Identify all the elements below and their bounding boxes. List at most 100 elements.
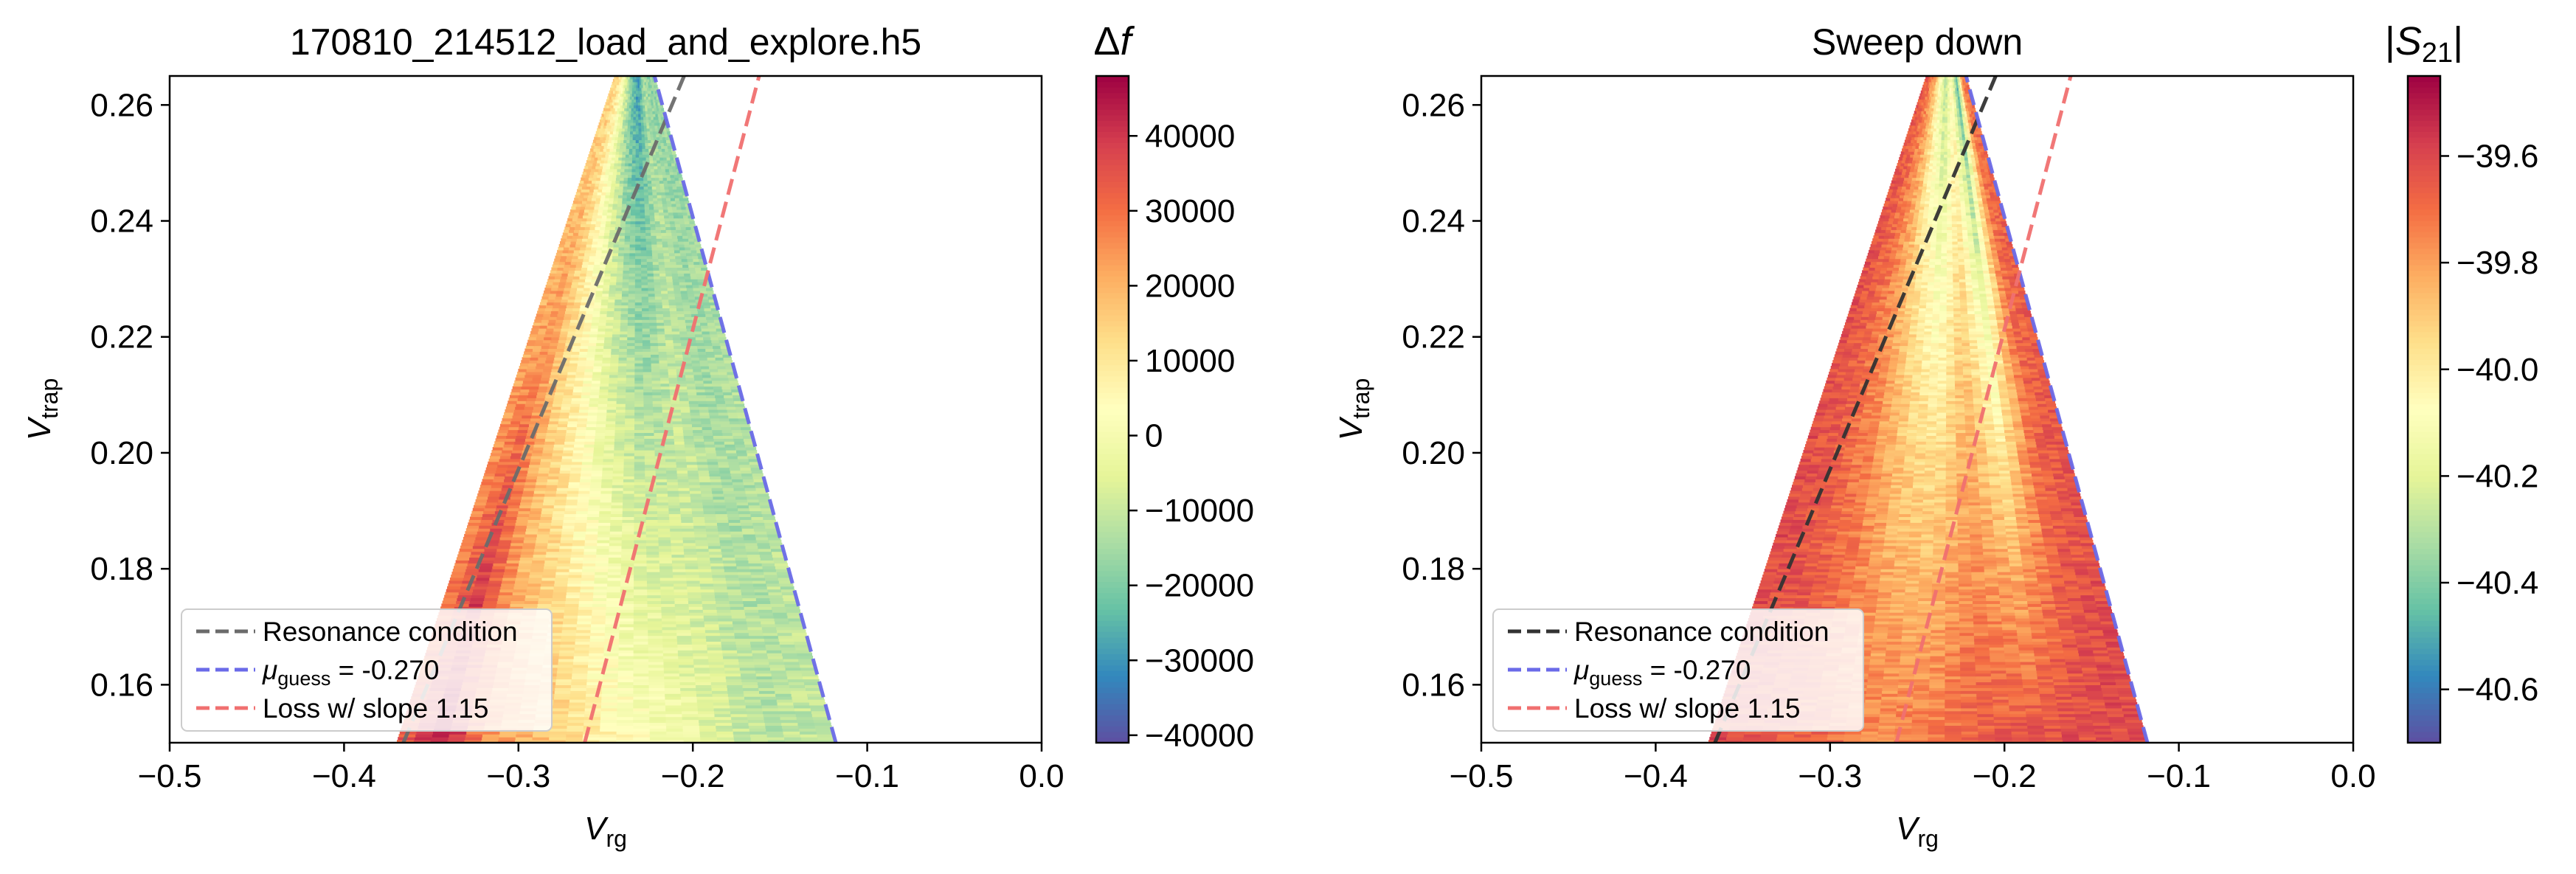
heatmap-cell xyxy=(644,198,649,201)
heatmap-cell xyxy=(591,383,600,387)
heatmap-cell xyxy=(585,316,593,320)
heatmap-cell xyxy=(672,279,679,282)
heatmap-cell xyxy=(769,594,783,599)
heatmap-cell xyxy=(561,327,569,332)
heatmap-cell xyxy=(682,528,695,532)
heatmap-cell xyxy=(610,276,617,280)
heatmap-cell xyxy=(649,704,666,709)
heatmap-cell xyxy=(764,719,781,724)
heatmap-cell xyxy=(587,667,603,671)
heatmap-cell xyxy=(595,221,602,225)
heatmap-cell xyxy=(649,713,666,718)
heatmap-cell xyxy=(530,507,543,512)
heatmap-cell xyxy=(654,296,662,300)
heatmap-cell xyxy=(623,267,630,271)
heatmap-cell xyxy=(620,311,629,314)
heatmap-cell xyxy=(590,632,606,637)
heatmap-cell xyxy=(562,354,572,358)
heatmap-cell xyxy=(499,731,517,735)
heatmap-cell xyxy=(554,258,561,263)
heatmap-cell xyxy=(586,354,595,358)
heatmap-cell xyxy=(664,687,681,691)
heatmap-cell xyxy=(675,226,682,230)
heatmap-cell xyxy=(568,710,585,715)
heatmap-cell xyxy=(646,580,661,584)
heatmap-cell xyxy=(513,412,524,416)
heatmap-cell xyxy=(575,371,585,375)
heatmap-cell xyxy=(480,485,492,488)
heatmap-cell xyxy=(678,319,686,323)
heatmap-cell xyxy=(719,536,733,541)
heatmap-cell xyxy=(648,696,665,700)
heatmap-cell xyxy=(483,551,497,555)
heatmap-cell xyxy=(466,731,484,735)
heatmap-cell xyxy=(672,186,677,190)
heatmap-cell xyxy=(555,432,567,436)
heatmap-cell xyxy=(539,354,547,358)
heatmap-cell xyxy=(708,545,721,549)
heatmap-cell xyxy=(709,368,719,372)
heatmap-cell xyxy=(633,597,648,602)
heatmap-cell xyxy=(663,316,671,320)
heatmap-cell xyxy=(645,235,652,239)
heatmap-cell xyxy=(549,531,562,535)
heatmap-cell xyxy=(564,313,572,317)
heatmap-cell xyxy=(634,409,645,413)
heatmap-cell xyxy=(654,438,665,442)
heatmap-cell xyxy=(634,426,645,431)
heatmap-cell xyxy=(570,354,580,358)
heatmap-cell xyxy=(550,725,568,729)
heatmap-cell xyxy=(659,357,668,361)
heatmap-cell xyxy=(727,409,737,413)
heatmap-cell xyxy=(647,273,654,277)
heatmap-cell xyxy=(463,577,477,581)
heatmap-cell xyxy=(523,409,533,413)
heatmap-cell xyxy=(694,444,705,448)
heatmap-cell xyxy=(613,243,620,248)
heatmap-cell xyxy=(634,557,647,561)
heatmap-cell xyxy=(547,476,559,479)
heatmap-cell xyxy=(561,360,570,364)
heatmap-cell xyxy=(527,426,539,431)
heatmap-cell xyxy=(573,339,582,344)
heatmap-cell xyxy=(704,519,717,523)
heatmap-cell xyxy=(552,594,567,599)
heatmap-cell xyxy=(597,536,610,541)
heatmap-cell xyxy=(472,507,485,512)
heatmap-cell xyxy=(570,467,582,471)
heatmap-cell xyxy=(703,339,712,344)
heatmap-cell xyxy=(633,594,648,599)
heatmap-cell xyxy=(537,333,545,338)
heatmap-cell xyxy=(560,258,567,263)
heatmap-cell xyxy=(686,284,693,288)
heatmap-cell xyxy=(666,476,678,479)
heatmap-cell xyxy=(572,308,581,311)
heatmap-cell xyxy=(533,348,541,352)
heatmap-cell xyxy=(617,366,627,370)
heatmap-cell xyxy=(553,327,562,332)
heatmap-cell xyxy=(558,551,572,555)
heatmap-cell xyxy=(548,623,564,628)
heatmap-cell xyxy=(693,528,707,532)
heatmap-cell xyxy=(635,218,641,222)
heatmap-cell xyxy=(799,728,817,732)
heatmap-cell xyxy=(665,270,672,274)
heatmap-cell xyxy=(655,464,667,468)
heatmap-cell xyxy=(555,681,572,685)
heatmap-cell xyxy=(690,305,697,309)
heatmap-cell xyxy=(658,354,668,358)
heatmap-cell xyxy=(644,432,655,436)
heatmap-cell xyxy=(694,534,707,538)
heatmap-cell xyxy=(690,246,696,251)
heatmap-cell xyxy=(658,255,665,260)
heatmap-cell xyxy=(567,586,581,590)
heatmap-cell xyxy=(739,664,755,668)
heatmap-cell xyxy=(576,426,587,431)
heatmap-cell xyxy=(622,522,635,526)
heatmap-cell xyxy=(704,383,713,387)
heatmap-cell xyxy=(679,279,686,282)
heatmap-cell xyxy=(633,670,649,674)
heatmap-cell xyxy=(548,319,557,323)
heatmap-cell xyxy=(617,255,625,260)
heatmap-cell xyxy=(562,525,575,529)
